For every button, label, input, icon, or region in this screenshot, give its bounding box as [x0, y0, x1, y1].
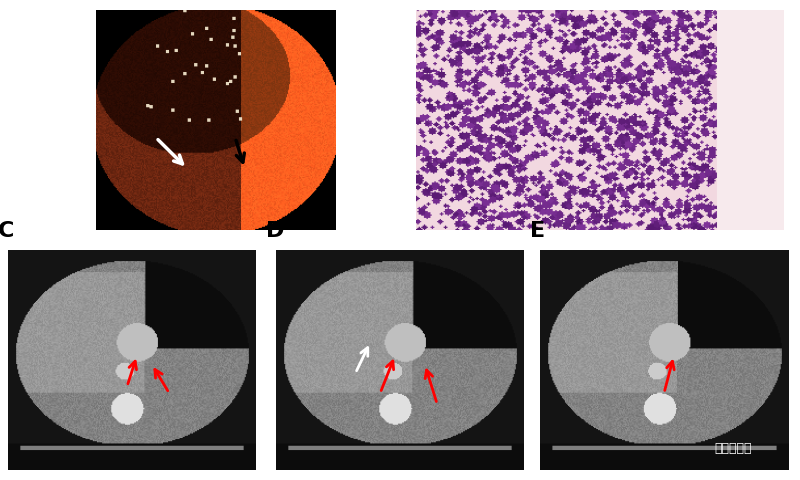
Text: B: B — [398, 0, 414, 1]
Text: E: E — [530, 221, 546, 241]
Text: C: C — [0, 221, 14, 241]
Text: 基因药物汇: 基因药物汇 — [714, 442, 752, 455]
Text: D: D — [266, 221, 285, 241]
Text: A: A — [77, 0, 94, 1]
